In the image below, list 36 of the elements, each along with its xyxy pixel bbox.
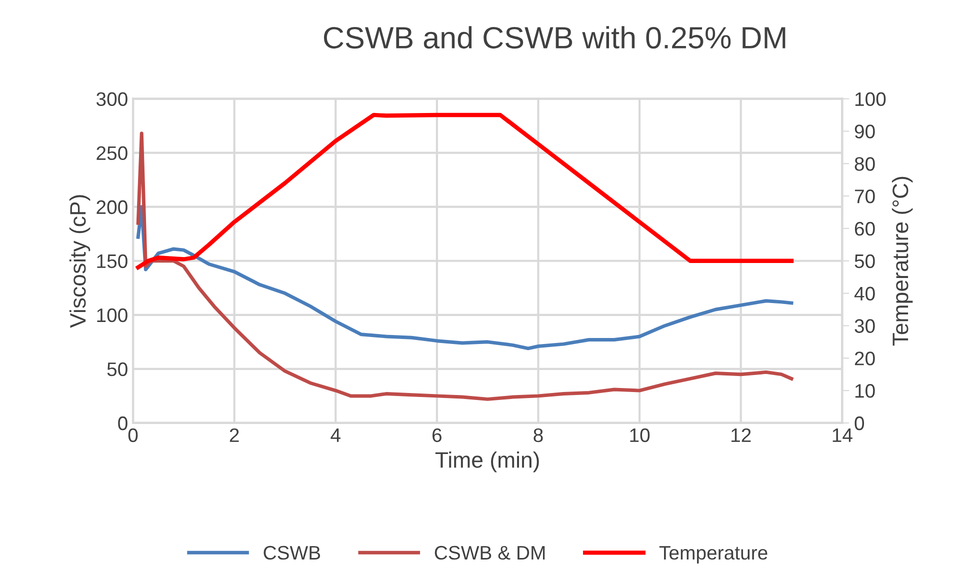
y2-axis-title: Temperature (°C) [892,176,913,346]
y2-tick-label: 100 [855,92,886,106]
y-tick-label: 150 [97,254,128,268]
legend-label: CSWB [264,546,320,560]
y2-tick-label: 60 [854,222,875,236]
y2-tick-label: 70 [854,189,875,204]
y-tick-label: 300 [96,92,128,106]
y2-tick-label: 20 [854,352,875,366]
y2-tick-label: 80 [854,157,875,171]
legend-label: CSWB & DM [434,546,545,560]
y2-tick-label: 0 [854,416,864,430]
legend-label: Temperature [659,546,768,564]
chart-title: CSWB and CSWB with 0.25% DM [324,26,786,49]
y2-tick-label: 90 [854,124,875,138]
y2-tick-label: 50 [854,254,875,268]
x-tick-label: 8 [534,428,543,442]
x-tick-label: 12 [732,428,751,442]
x-tick-label: 0 [128,428,138,442]
y-tick-label: 0 [118,416,128,430]
x-tick-label: 10 [630,428,650,442]
x-tick-label: 2 [230,428,239,442]
x-axis-title: Time (min) [435,452,539,472]
line-series [136,205,794,350]
y-axis-title: Viscosity (cP) [69,195,90,328]
y2-tick-label: 30 [854,319,875,333]
line-series [136,112,794,270]
x-tick-label: 4 [330,428,340,442]
y2-tick-label: 10 [855,384,875,398]
y-tick-label: 100 [97,308,128,322]
y-tick-label: 50 [107,362,128,376]
line-series [136,132,794,401]
y-tick-label: 250 [96,146,128,160]
y2-tick-label: 40 [854,286,875,301]
x-tick-label: 14 [832,428,852,442]
y-tick-label: 200 [96,200,128,214]
x-tick-label: 6 [432,428,442,442]
